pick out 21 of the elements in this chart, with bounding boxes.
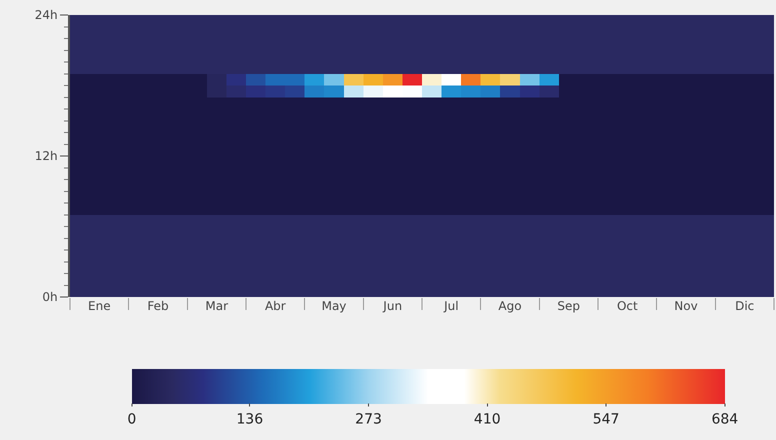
color-bar-label: 410: [474, 411, 501, 428]
color-bar-label: 547: [592, 411, 620, 428]
y-tick-label: 12h: [34, 149, 58, 164]
x-tick-label: Nov: [674, 299, 698, 313]
y-tick-label: 24h: [34, 8, 58, 22]
x-tick-label: May: [322, 299, 346, 313]
color-bar-label: 0: [127, 411, 136, 428]
x-tick-label: Dic: [735, 299, 754, 313]
x-tick-label: Ago: [498, 299, 522, 313]
x-tick-label: Abr: [264, 299, 286, 313]
x-tick-label: Feb: [147, 299, 169, 313]
color-bar-label: 136: [236, 411, 264, 428]
x-tick-label: Jul: [443, 299, 459, 313]
x-tick-label: Jun: [382, 299, 402, 313]
y-tick-label: 0h: [42, 290, 58, 304]
color-bar-label: 273: [355, 411, 382, 428]
x-tick-label: Mar: [205, 299, 228, 313]
x-tick-label: Ene: [88, 299, 111, 313]
color-bar-label: 684: [711, 411, 738, 428]
x-tick-label: Oct: [616, 299, 638, 313]
x-tick-label: Sep: [557, 299, 580, 313]
